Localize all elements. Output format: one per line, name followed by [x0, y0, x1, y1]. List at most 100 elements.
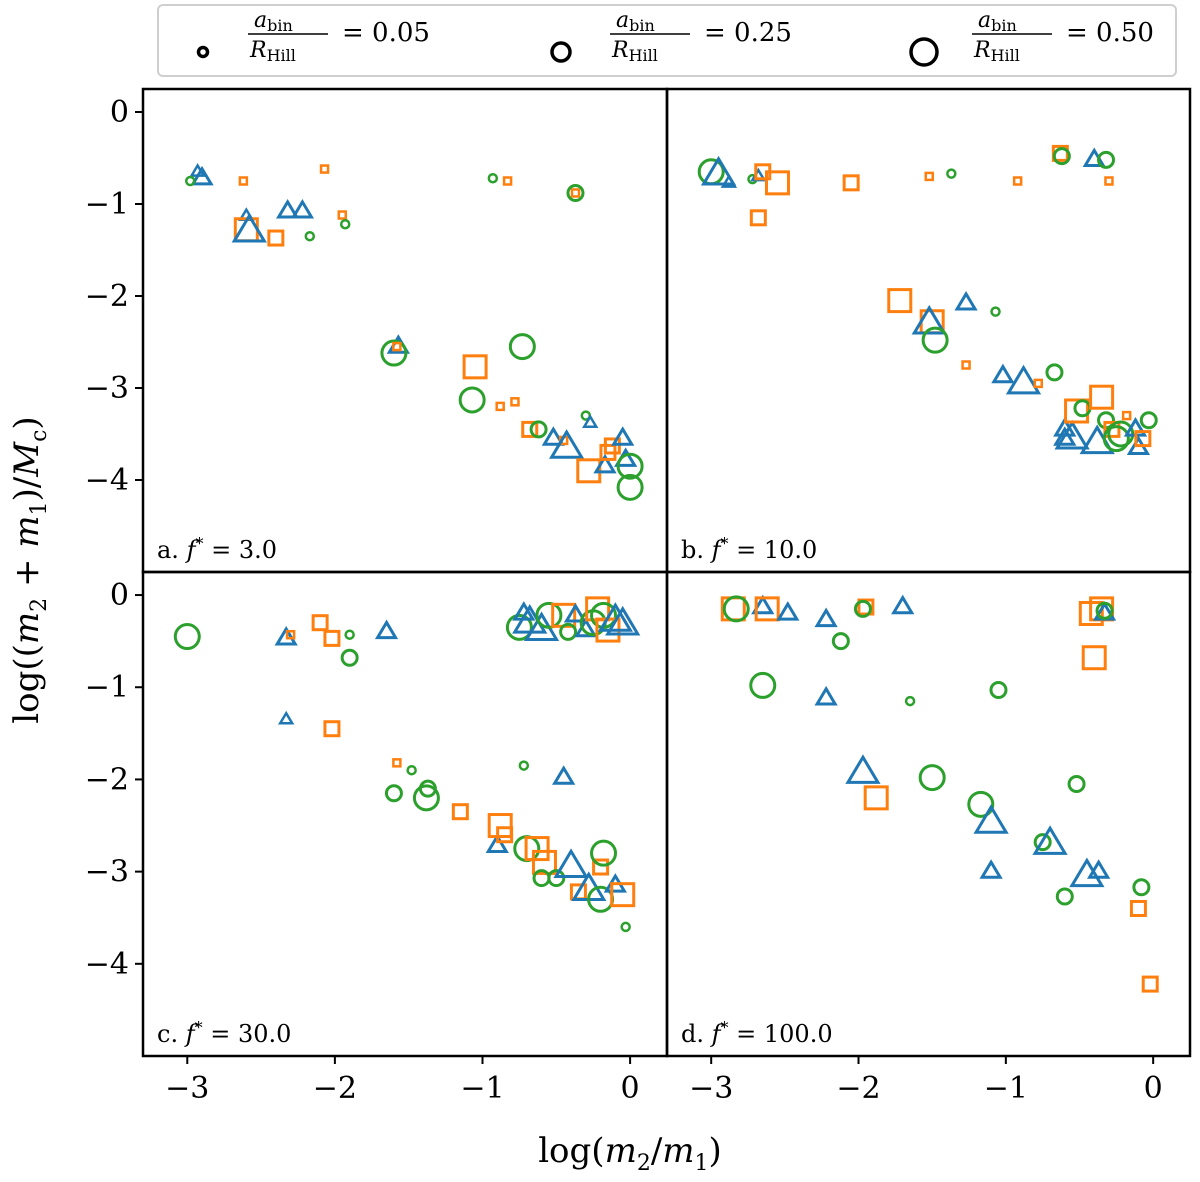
- data-point-circle: [831, 632, 850, 651]
- data-point-square: [311, 614, 329, 632]
- data-point-circle: [304, 230, 316, 242]
- legend-fraction-denominator: RHill: [973, 38, 1020, 65]
- legend-value: = 0.25: [704, 18, 792, 48]
- data-point-circle: [566, 183, 585, 202]
- data-point-circle: [384, 784, 403, 803]
- data-point-triangle: [611, 426, 635, 446]
- data-point-square: [1064, 398, 1090, 424]
- data-point-triangle: [845, 754, 881, 784]
- y-tick-label: −1: [85, 187, 129, 222]
- data-points: [697, 144, 1158, 455]
- x-tick-label: −2: [836, 1071, 880, 1106]
- data-point-circle: [340, 648, 359, 667]
- data-point-circle: [722, 595, 750, 623]
- data-point-circle: [1052, 147, 1071, 166]
- data-point-square: [857, 598, 875, 616]
- data-point-triangle: [374, 619, 399, 640]
- data-point-triangle: [979, 859, 1003, 879]
- y-tick-label: −3: [85, 371, 129, 406]
- data-point-circle: [412, 784, 440, 812]
- data-point-triangle: [290, 198, 315, 219]
- data-point-triangle: [720, 174, 738, 188]
- data-point-circle: [559, 622, 578, 641]
- data-point-square: [521, 420, 539, 438]
- data-point-circle: [590, 839, 618, 867]
- data-point-circle: [339, 218, 351, 230]
- data-point-triangle: [814, 685, 838, 706]
- panel-label: a. f* = 3.0: [157, 534, 277, 564]
- data-point-circle: [505, 613, 533, 641]
- data-point-square: [487, 813, 513, 839]
- panel-frame: [665, 570, 1192, 1058]
- data-point-square: [496, 826, 514, 844]
- data-point-square: [610, 882, 636, 908]
- data-point-square: [392, 341, 402, 352]
- y-tick-label: −2: [85, 279, 129, 314]
- data-points: [720, 594, 1159, 993]
- data-point-square: [887, 288, 913, 314]
- data-point-square: [502, 176, 513, 186]
- data-point-circle: [904, 695, 916, 707]
- x-tick-label: 0: [1144, 1071, 1163, 1106]
- x-tick-label: 0: [621, 1071, 640, 1106]
- data-point-circle: [946, 168, 957, 179]
- data-point-square: [510, 397, 520, 407]
- data-point-square: [285, 629, 296, 640]
- data-point-triangle: [891, 594, 915, 615]
- data-point-square: [1104, 176, 1114, 186]
- y-tick-label: −3: [85, 855, 129, 890]
- data-point-triangle: [605, 605, 641, 636]
- x-axis-label: log(m2/m1): [538, 1131, 722, 1176]
- y-tick-label: −4: [85, 463, 129, 498]
- data-point-circle: [518, 760, 530, 771]
- data-point-triangle: [1069, 857, 1105, 888]
- data-point-triangle: [911, 304, 947, 335]
- data-point-square: [764, 170, 790, 196]
- x-tick-label: −3: [165, 1071, 209, 1106]
- data-point-square: [603, 437, 621, 455]
- data-point-circle: [1102, 425, 1130, 453]
- legend-entry-medium: abin RHill = 0.25: [550, 8, 792, 65]
- data-point-triangle: [814, 607, 838, 628]
- data-point-triangle: [1087, 859, 1111, 879]
- legend-entry-small: abin RHill = 0.05: [196, 8, 430, 65]
- data-point-square: [1089, 384, 1115, 410]
- data-point-square: [1081, 645, 1107, 671]
- data-point-square: [319, 164, 330, 174]
- data-point-square: [863, 785, 889, 811]
- data-point-triangle: [1054, 419, 1090, 450]
- data-point-triangle: [751, 594, 775, 615]
- data-point-triangle: [231, 212, 267, 243]
- data-point-circle: [406, 764, 417, 776]
- data-point-circle: [616, 473, 644, 501]
- legend: abin RHill = 0.05 abin RHill = 0.25 abin RHill =…: [157, 4, 1177, 77]
- data-point-triangle: [552, 765, 576, 785]
- legend-marker: [909, 37, 939, 67]
- data-point-square: [1103, 420, 1121, 438]
- data-point-triangle: [1005, 364, 1042, 395]
- y-tick-label: −4: [85, 947, 129, 982]
- panel-label: d. f* = 100.0: [681, 1018, 833, 1048]
- data-point-square: [323, 720, 341, 738]
- data-point-triangle: [700, 155, 737, 186]
- data-point-circle: [547, 869, 566, 888]
- data-point-circle: [620, 921, 631, 933]
- legend-fraction-numerator: abin: [254, 8, 293, 35]
- data-point-circle: [184, 175, 196, 187]
- data-point-circle: [508, 333, 536, 361]
- data-point-triangle: [277, 710, 295, 725]
- data-point-circle: [989, 681, 1008, 700]
- panel-d: −3 −2 −1 0 d. f* = 100.0: [665, 570, 1192, 1106]
- data-points: [184, 163, 644, 501]
- data-point-triangle: [190, 165, 214, 186]
- data-point-triangle: [582, 414, 599, 428]
- data-point-circle: [990, 306, 1001, 317]
- data-point-square: [592, 858, 610, 876]
- data-point-square: [1121, 410, 1132, 421]
- data-point-triangle: [553, 848, 589, 878]
- data-point-triangle: [548, 429, 585, 459]
- data-point-square: [524, 836, 550, 862]
- data-point-circle: [458, 386, 486, 414]
- x-tick-label: −1: [984, 1071, 1028, 1106]
- panel-b: b. f* = 10.0: [665, 87, 1192, 574]
